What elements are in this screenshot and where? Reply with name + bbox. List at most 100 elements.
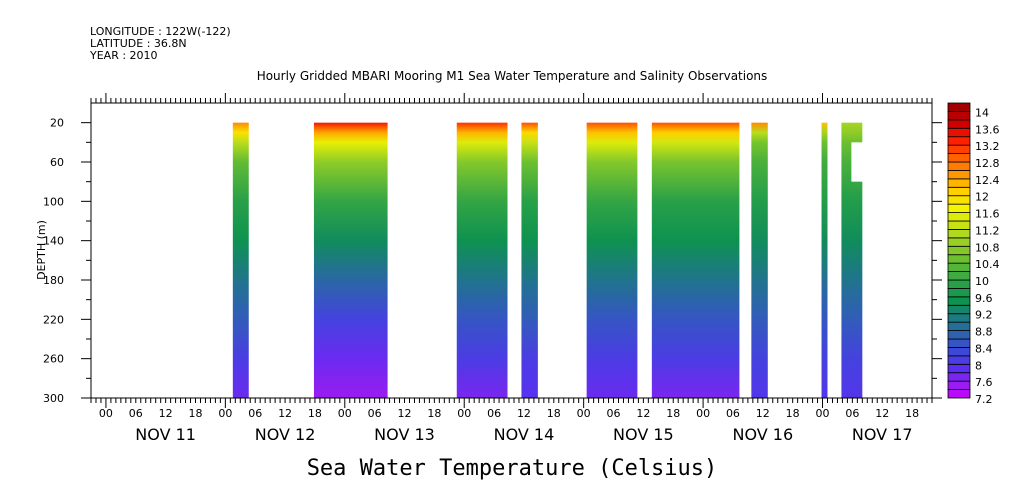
y-tick-label: 180 (43, 274, 64, 287)
colorbar-band (947, 355, 971, 365)
colorbar-label: 8.8 (975, 326, 993, 339)
colorbar-band (947, 212, 971, 222)
x-hour-label: 18 (547, 407, 561, 420)
x-hour-label: 00 (577, 407, 591, 420)
colorbar-band (947, 127, 971, 138)
x-hour-label: 06 (368, 407, 382, 420)
colorbar-band (947, 380, 971, 390)
colorbar-band (947, 271, 971, 281)
data-segment (651, 122, 740, 399)
colorbar: 14 13.6 13.2 12.8 12.4 12 11.6 11.2 10.8 10.4 10 9.… (947, 102, 1000, 406)
y-tick-label: 220 (43, 313, 64, 326)
colorbar-band (947, 195, 971, 205)
missing-data-region (851, 142, 864, 182)
colorbar-band (947, 363, 971, 374)
colorbar-band (947, 347, 971, 357)
x-hour-label: 18 (905, 407, 919, 420)
x-hour-label: 00 (457, 407, 471, 420)
colorbar-band (947, 178, 971, 188)
colorbar-label: 11.6 (975, 208, 1000, 221)
colorbar-label: 12 (975, 191, 989, 204)
data-segment (232, 122, 249, 399)
colorbar-band (947, 144, 971, 154)
y-tick-label: 60 (50, 156, 64, 169)
plot-area (232, 122, 864, 399)
colorbar-label: 10.4 (975, 258, 1000, 271)
x-day-label: NOV 17 (852, 425, 913, 444)
x-day-label: NOV 13 (374, 425, 435, 444)
x-hour-label: 18 (189, 407, 203, 420)
colorbar-band (947, 161, 971, 171)
data-segment (313, 122, 388, 399)
colorbar-label: 9.6 (975, 292, 993, 305)
data-segment (821, 122, 828, 399)
y-tick-label: 300 (43, 392, 64, 405)
colorbar-label: 14 (975, 106, 989, 119)
x-hour-label: 06 (845, 407, 859, 420)
x-day-label: NOV 11 (135, 425, 196, 444)
colorbar-band (947, 229, 971, 239)
x-hour-label: 00 (99, 407, 113, 420)
data-segment (586, 122, 638, 399)
colorbar-band (947, 321, 971, 331)
x-hour-label: 06 (726, 407, 740, 420)
x-hour-label: 12 (398, 407, 412, 420)
colorbar-label: 7.2 (975, 393, 993, 406)
data-segment (521, 122, 538, 399)
x-hour-label: 00 (218, 407, 232, 420)
colorbar-band (947, 389, 971, 399)
colorbar-band (947, 254, 971, 264)
colorbar-label: 12.4 (975, 174, 1000, 187)
colorbar-label: 11.2 (975, 224, 1000, 237)
colorbar-label: 8 (975, 359, 982, 372)
x-hour-label: 00 (338, 407, 352, 420)
latitude-label: LATITUDE : 36.8N (90, 37, 187, 50)
x-hour-label: 06 (129, 407, 143, 420)
colorbar-label: 12.8 (975, 157, 1000, 170)
colorbar-band (947, 296, 971, 306)
x-hour-label: 12 (756, 407, 770, 420)
colorbar-label: 8.4 (975, 342, 993, 355)
x-hour-label: 18 (308, 407, 322, 420)
colorbar-band (947, 330, 971, 340)
longitude-label: LONGITUDE : 122W(-122) (90, 25, 231, 38)
colorbar-band (947, 170, 971, 180)
colorbar-band (947, 338, 971, 348)
colorbar-band (947, 237, 971, 247)
data-segment (456, 122, 508, 399)
bottom-title: Sea Water Temperature (Celsius) (307, 456, 718, 481)
x-hour-label: 00 (816, 407, 830, 420)
x-hour-label: 12 (517, 407, 531, 420)
x-day-label: NOV 14 (494, 425, 555, 444)
colorbar-label: 13.6 (975, 123, 1000, 136)
colorbar-band (947, 111, 971, 121)
colorbar-band (947, 102, 971, 112)
x-hour-label: 12 (875, 407, 889, 420)
colorbar-band (947, 245, 971, 256)
colorbar-band (947, 279, 971, 289)
colorbar-band (947, 203, 971, 213)
colorbar-band (947, 288, 971, 298)
colorbar-band (947, 186, 971, 197)
colorbar-band (947, 313, 971, 323)
colorbar-label: 7.6 (975, 376, 993, 389)
x-hour-label: 06 (607, 407, 621, 420)
x-hour-label: 18 (427, 407, 441, 420)
axes: 00 06 12 NOV 11 18 00 06 12 NOV 12 18 00 06 12 NOV 13… (43, 93, 942, 444)
y-tick-label: 140 (43, 235, 64, 248)
year-label: YEAR : 2010 (89, 49, 158, 62)
colorbar-band (947, 119, 971, 129)
colorbar-label: 10 (975, 275, 989, 288)
y-tick-label: 260 (43, 353, 64, 366)
x-day-label: NOV 15 (613, 425, 674, 444)
colorbar-band (947, 262, 971, 272)
colorbar-band (947, 220, 971, 230)
colorbar-band (947, 136, 971, 146)
x-hour-label: 06 (248, 407, 262, 420)
plot-frame (90, 102, 933, 399)
y-axis-label: DEPTH (m) (35, 220, 48, 280)
data-segment (841, 122, 863, 399)
x-hour-label: 12 (636, 407, 650, 420)
x-day-label: NOV 16 (732, 425, 793, 444)
